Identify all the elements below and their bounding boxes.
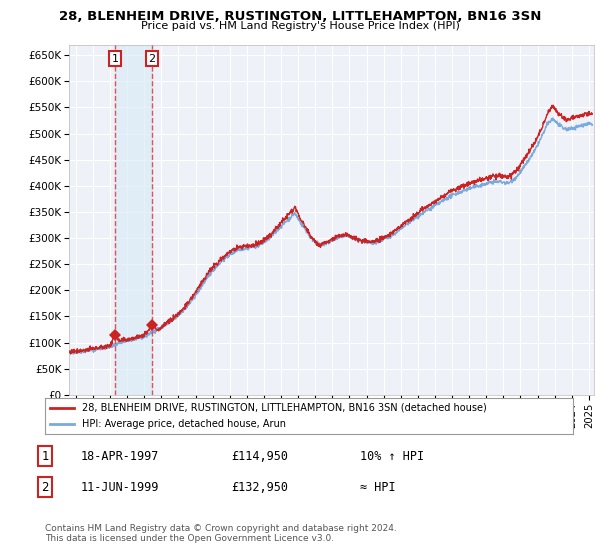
- Text: £114,950: £114,950: [231, 450, 288, 463]
- Text: 18-APR-1997: 18-APR-1997: [81, 450, 160, 463]
- Text: 2: 2: [41, 480, 49, 494]
- Bar: [115, 45, 152, 395]
- Text: 2: 2: [148, 54, 155, 63]
- Text: 1: 1: [41, 450, 49, 463]
- Text: 1: 1: [112, 54, 119, 63]
- Text: 28, BLENHEIM DRIVE, RUSTINGTON, LITTLEHAMPTON, BN16 3SN: 28, BLENHEIM DRIVE, RUSTINGTON, LITTLEHA…: [59, 10, 541, 23]
- Text: ≈ HPI: ≈ HPI: [360, 480, 395, 494]
- Text: HPI: Average price, detached house, Arun: HPI: Average price, detached house, Arun: [82, 419, 286, 429]
- Text: 11-JUN-1999: 11-JUN-1999: [81, 480, 160, 494]
- Text: Contains HM Land Registry data © Crown copyright and database right 2024.
This d: Contains HM Land Registry data © Crown c…: [45, 524, 397, 543]
- Text: 28, BLENHEIM DRIVE, RUSTINGTON, LITTLEHAMPTON, BN16 3SN (detached house): 28, BLENHEIM DRIVE, RUSTINGTON, LITTLEHA…: [82, 403, 487, 413]
- Text: 10% ↑ HPI: 10% ↑ HPI: [360, 450, 424, 463]
- Text: Price paid vs. HM Land Registry's House Price Index (HPI): Price paid vs. HM Land Registry's House …: [140, 21, 460, 31]
- Text: £132,950: £132,950: [231, 480, 288, 494]
